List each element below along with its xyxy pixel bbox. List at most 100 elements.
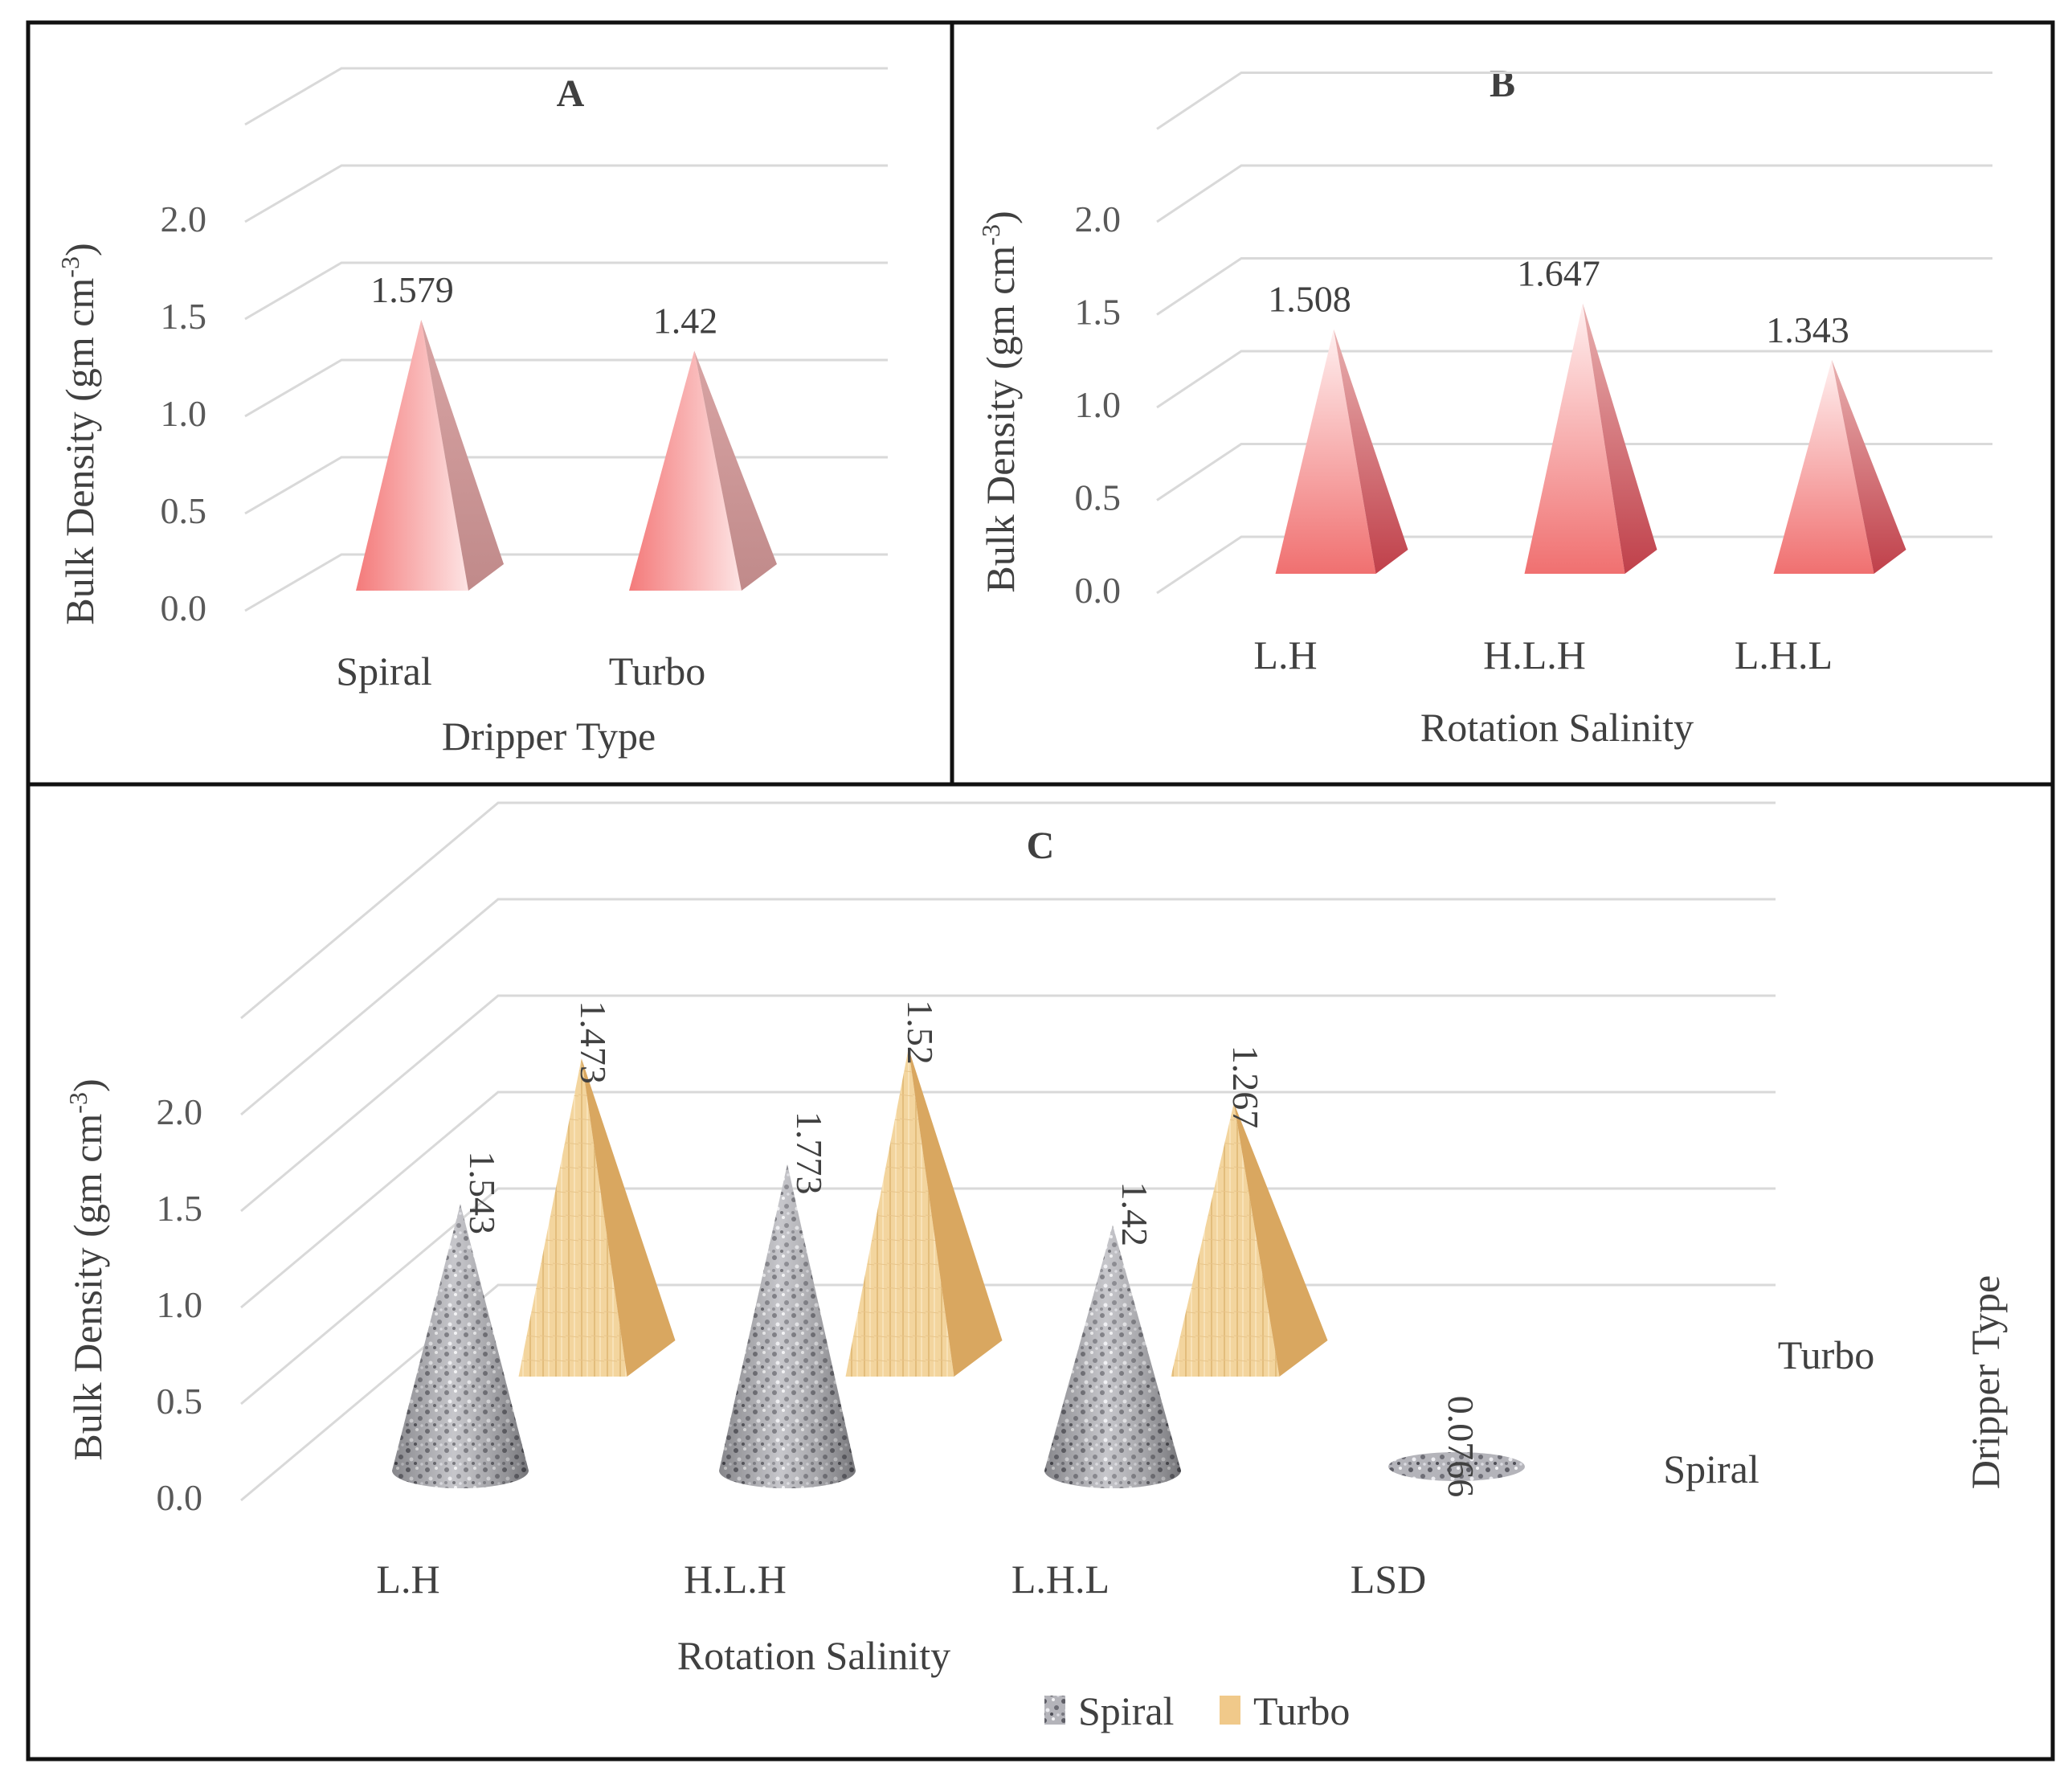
chart-c-spiral-data-label: 1.42 — [1114, 1181, 1155, 1246]
chart-b-bar-2-side-face — [1832, 359, 1906, 574]
chart-c-gridline — [240, 1283, 1776, 1502]
chart-c-gridline — [240, 1187, 1776, 1406]
chart-b-y-tick-label: 1.0 — [1075, 384, 1122, 425]
chart-c-turbo-bar-2-side-face — [1233, 1103, 1328, 1377]
chart-c-turbo-bar-1 — [845, 1048, 1003, 1377]
chart-b-gridline — [1156, 257, 1992, 316]
chart-c-categories: L.H H.L.H L.H.L LSD — [376, 1557, 1426, 1602]
chart-a-category-label: Spiral — [336, 649, 431, 694]
chart-b-y-tick-label: 2.0 — [1075, 198, 1122, 239]
chart-c-turbo-bar-0 — [518, 1058, 676, 1377]
chart-a-gridline — [244, 553, 888, 612]
legend-swatch-spiral — [1044, 1696, 1065, 1725]
chart-b-gridlines — [1156, 72, 1992, 595]
chart-c-category-label: L.H.L — [1011, 1557, 1110, 1602]
chart-a-y-tick-label: 1.0 — [161, 393, 207, 434]
chart-c-y-tick-label: 0.5 — [157, 1381, 203, 1422]
chart-c: C 0.0 0.5 1.0 1.5 2.0 Bulk Density (gm cm-3)… — [63, 801, 2008, 1733]
chart-c-turbo-bar-1-side-face — [908, 1048, 1003, 1377]
chart-b-y-axis-title: Bulk Density (gm cm-3) — [976, 211, 1023, 592]
chart-c-spiral-bar-1 — [719, 1164, 856, 1488]
chart-c-turbo-data-label: 1.52 — [900, 1000, 941, 1065]
chart-a-bar-0-front-face — [356, 319, 468, 591]
chart-b-bar-0-front-face — [1275, 329, 1376, 574]
chart-b-y-ticks: 0.0 0.5 1.0 1.5 2.0 — [1075, 198, 1122, 611]
chart-c-spiral-data-label: 1.773 — [789, 1111, 830, 1195]
chart-c-gridline — [240, 1091, 1776, 1309]
chart-a-data-label: 1.42 — [653, 300, 718, 341]
chart-b-y-tick-label: 0.0 — [1075, 570, 1122, 611]
chart-c-depth-label-turbo: Turbo — [1778, 1332, 1874, 1377]
chart-c-y-tick-label: 2.0 — [157, 1091, 203, 1132]
chart-c-category-label: L.H — [376, 1557, 439, 1602]
chart-b-category-label: L.H.L — [1735, 632, 1833, 677]
chart-c-spiral-data-label: 1.543 — [462, 1152, 503, 1235]
chart-c-turbo-bar-0-front-face — [518, 1058, 627, 1377]
chart-a-bar-1-front-face — [629, 350, 742, 591]
chart-c-category-label: LSD — [1351, 1557, 1426, 1602]
chart-b-y-tick-label: 1.5 — [1075, 292, 1122, 333]
chart-c-spiral-bar-3-disc — [1388, 1452, 1525, 1481]
chart-a-y-tick-label: 2.0 — [161, 198, 207, 239]
chart-c-turbo-bar-0-side-face — [581, 1058, 676, 1377]
chart-b-gridline — [1156, 72, 1992, 130]
chart-c-turbo-bar-1-front-face — [845, 1048, 954, 1377]
legend-label-turbo: Turbo — [1253, 1688, 1350, 1733]
chart-a-title: A — [557, 72, 585, 115]
chart-a-categories: Spiral Turbo — [336, 649, 705, 694]
chart-c-y-tick-label: 0.0 — [157, 1477, 203, 1518]
chart-c-spiral-bar-0-shade — [392, 1204, 529, 1488]
chart-c-bars: 1.473 1.52 1.267 1.543 1.773 1.42 0.0766 — [392, 1000, 1525, 1497]
panel-c-frame — [26, 782, 2055, 1762]
chart-a-y-tick-label: 1.5 — [161, 296, 207, 337]
chart-c-depth-label-spiral: Spiral — [1663, 1447, 1759, 1492]
chart-b-category-label: H.L.H — [1483, 632, 1586, 677]
chart-b-x-axis-title: Rotation Salinity — [1420, 705, 1694, 750]
chart-c-gridline — [240, 898, 1776, 1116]
chart-b-bar-2 — [1773, 359, 1906, 574]
chart-a-bar-1 — [629, 350, 777, 591]
chart-c-y-ticks: 0.0 0.5 1.0 1.5 2.0 — [157, 1091, 203, 1518]
chart-b-bars: 1.508 1.647 1.343 — [1268, 253, 1906, 574]
chart-b-bar-0-side-face — [1334, 329, 1408, 574]
chart-a-gridline — [244, 261, 888, 321]
chart-a-gridline — [244, 67, 888, 126]
chart-a-bar-1-side-face — [694, 350, 777, 591]
chart-b-title: B — [1490, 63, 1515, 105]
chart-b-bar-0 — [1275, 329, 1408, 574]
chart-c-turbo-bar-2 — [1171, 1103, 1328, 1377]
chart-c-spiral-bar-2 — [1044, 1225, 1181, 1488]
chart-b-data-label: 1.508 — [1268, 279, 1351, 320]
chart-a-gridline — [244, 164, 888, 223]
chart-c-depth-axis-title: Dripper Type — [1963, 1275, 2008, 1489]
legend-label-spiral: Spiral — [1078, 1688, 1174, 1733]
chart-b-bar-1-front-face — [1524, 303, 1625, 574]
chart-c-x-axis-title: Rotation Salinity — [677, 1633, 950, 1678]
chart-b: B 0.0 0.5 1.0 1.5 2.0 Bulk Density (gm cm-3)… — [976, 63, 1992, 750]
chart-b-category-label: L.H — [1253, 632, 1317, 677]
chart-a-data-label: 1.579 — [370, 269, 454, 310]
chart-b-data-label: 1.343 — [1766, 309, 1849, 350]
chart-b-bar-2-front-face — [1773, 359, 1874, 574]
chart-c-turbo-data-label: 1.267 — [1225, 1045, 1266, 1129]
chart-c-spiral-data-label: 0.0766 — [1441, 1396, 1481, 1498]
chart-b-bar-1-side-face — [1583, 303, 1657, 574]
chart-c-y-axis-title: Bulk Density (gm cm-3) — [63, 1078, 110, 1460]
chart-c-turbo-bar-2-front-face — [1171, 1103, 1280, 1377]
chart-c-title: C — [1027, 825, 1055, 867]
chart-a-gridline — [244, 358, 888, 418]
chart-a-category-label: Turbo — [609, 649, 705, 694]
chart-c-y-tick-label: 1.0 — [157, 1284, 203, 1325]
chart-a-y-axis-title: Bulk Density (gm cm-3) — [55, 243, 102, 624]
chart-a-bar-0-side-face — [421, 319, 504, 591]
chart-a-y-tick-label: 0.5 — [161, 490, 207, 531]
chart-b-data-label: 1.647 — [1517, 253, 1600, 294]
chart-c-gridline — [240, 994, 1776, 1213]
chart-c-legend: Spiral Turbo — [1044, 1688, 1350, 1733]
chart-b-categories: L.H H.L.H L.H.L — [1253, 632, 1833, 677]
chart-a-y-ticks: 0.0 0.5 1.0 1.5 2.0 — [161, 198, 207, 628]
chart-a-y-tick-label: 0.0 — [161, 587, 207, 628]
chart-b-y-tick-label: 0.5 — [1075, 477, 1122, 518]
chart-c-gridline — [240, 801, 1776, 1020]
